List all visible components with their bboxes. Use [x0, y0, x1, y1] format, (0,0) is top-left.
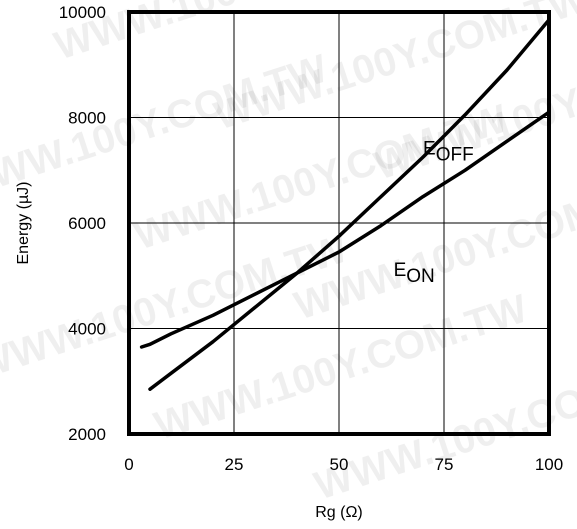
series-label-on: EON	[394, 260, 435, 287]
grid-lines	[129, 12, 549, 434]
tick-labels: 0 25 50 75 100 2000 4000 6000 8000 10000	[59, 3, 563, 474]
plot-frame	[127, 10, 551, 436]
x-tick-label: 75	[435, 455, 454, 474]
series-line-on	[139, 110, 551, 349]
x-tick-label: 0	[124, 455, 133, 474]
x-tick-label: 50	[330, 455, 349, 474]
x-tick-label: 25	[225, 455, 244, 474]
series-line-off	[148, 18, 551, 391]
y-axis-label: Energy (µJ)	[15, 181, 32, 264]
y-tick-label: 10000	[59, 3, 106, 22]
y-tick-label: 6000	[68, 214, 106, 233]
y-tick-label: 4000	[68, 320, 106, 339]
x-axis-label: Rg (Ω)	[315, 504, 363, 521]
x-tick-label: 100	[535, 455, 563, 474]
series-label-off: EOFF	[423, 138, 474, 165]
series-lines	[139, 18, 551, 391]
series-labels: EOFF EON	[394, 138, 474, 286]
y-tick-label: 8000	[68, 109, 106, 128]
y-tick-label: 2000	[68, 425, 106, 444]
